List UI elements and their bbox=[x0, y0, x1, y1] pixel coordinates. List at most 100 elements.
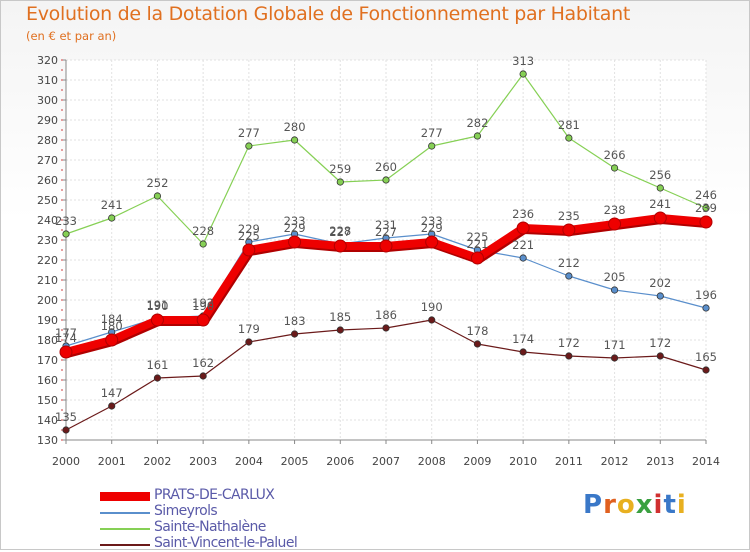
data-label-simeyrols: 228 bbox=[329, 224, 351, 238]
data-point-simeyrols bbox=[656, 292, 664, 300]
data-point-prats-de-carlux bbox=[470, 251, 484, 265]
data-label-saint-vincent-le-paluel: 186 bbox=[375, 308, 397, 322]
y-tick-label: 300 bbox=[37, 94, 58, 107]
legend-label: Simeyrols bbox=[154, 503, 218, 519]
data-label-sainte-nathalene: 256 bbox=[649, 168, 671, 182]
data-point-saint-vincent-le-paluel bbox=[565, 352, 573, 360]
data-label-sainte-nathalene: 313 bbox=[512, 54, 534, 68]
data-label-prats-de-carlux: 174 bbox=[55, 331, 77, 345]
data-point-sainte-nathalene bbox=[108, 214, 116, 222]
data-point-sainte-nathalene bbox=[519, 70, 527, 78]
data-label-saint-vincent-le-paluel: 161 bbox=[146, 358, 168, 372]
x-tick-label: 2004 bbox=[235, 455, 263, 468]
y-tick-label: 320 bbox=[37, 54, 58, 67]
data-point-saint-vincent-le-paluel bbox=[656, 352, 664, 360]
x-tick-label: 2013 bbox=[646, 455, 674, 468]
data-point-prats-de-carlux bbox=[150, 313, 164, 327]
y-tick-label: 200 bbox=[37, 294, 58, 307]
data-label-simeyrols: 225 bbox=[466, 230, 488, 244]
data-label-sainte-nathalene: 241 bbox=[101, 198, 123, 212]
x-tick-label: 2006 bbox=[326, 455, 354, 468]
data-point-saint-vincent-le-paluel bbox=[519, 348, 527, 356]
data-point-saint-vincent-le-paluel bbox=[382, 324, 390, 332]
data-label-sainte-nathalene: 246 bbox=[695, 188, 717, 202]
data-label-simeyrols: 202 bbox=[649, 276, 671, 290]
x-tick-label: 2005 bbox=[281, 455, 309, 468]
data-label-sainte-nathalene: 277 bbox=[421, 126, 443, 140]
x-tick-label: 2003 bbox=[189, 455, 217, 468]
y-tick-label: 140 bbox=[37, 414, 58, 427]
data-label-saint-vincent-le-paluel: 147 bbox=[101, 386, 123, 400]
y-tick-label: 260 bbox=[37, 174, 58, 187]
y-tick-label: 130 bbox=[37, 434, 58, 447]
y-tick-label: 170 bbox=[37, 354, 58, 367]
data-point-sainte-nathalene bbox=[290, 136, 299, 144]
data-label-prats-de-carlux: 180 bbox=[101, 319, 123, 333]
logo-letter: o bbox=[616, 490, 636, 520]
data-label-prats-de-carlux: 227 bbox=[329, 225, 351, 239]
data-label-sainte-nathalene: 277 bbox=[238, 126, 260, 140]
data-label-simeyrols: 196 bbox=[695, 288, 717, 302]
x-tick-label: 2009 bbox=[463, 455, 491, 468]
y-tick-label: 220 bbox=[37, 254, 58, 267]
y-tick-label: 160 bbox=[37, 374, 58, 387]
data-point-saint-vincent-le-paluel bbox=[336, 326, 344, 334]
x-tick-label: 2001 bbox=[98, 455, 126, 468]
data-point-simeyrols bbox=[610, 286, 619, 294]
data-label-saint-vincent-le-paluel: 135 bbox=[55, 410, 77, 424]
data-point-saint-vincent-le-paluel bbox=[290, 330, 299, 338]
data-point-sainte-nathalene bbox=[382, 176, 390, 184]
data-label-prats-de-carlux: 236 bbox=[512, 207, 534, 221]
data-point-sainte-nathalene bbox=[62, 230, 70, 238]
data-point-simeyrols bbox=[565, 272, 573, 280]
series-layer bbox=[59, 70, 713, 434]
data-point-sainte-nathalene bbox=[153, 192, 162, 200]
data-point-saint-vincent-le-paluel bbox=[473, 340, 482, 348]
data-point-prats-de-carlux bbox=[379, 239, 393, 253]
data-point-simeyrols bbox=[702, 304, 710, 312]
data-label-prats-de-carlux: 190 bbox=[192, 299, 214, 313]
data-point-prats-de-carlux bbox=[105, 333, 119, 347]
legend-swatch bbox=[100, 492, 150, 501]
y-tick-label: 190 bbox=[37, 314, 58, 327]
data-point-prats-de-carlux bbox=[562, 223, 576, 237]
data-label-saint-vincent-le-paluel: 174 bbox=[512, 332, 534, 346]
y-tick-label: 270 bbox=[37, 154, 58, 167]
data-label-prats-de-carlux: 241 bbox=[649, 197, 671, 211]
data-label-saint-vincent-le-paluel: 172 bbox=[649, 336, 671, 350]
data-label-prats-de-carlux: 225 bbox=[238, 229, 260, 243]
legend-label: Sainte-Nathalène bbox=[154, 519, 266, 535]
x-tick-label: 2011 bbox=[555, 455, 583, 468]
data-label-prats-de-carlux: 227 bbox=[375, 225, 397, 239]
legend-label: PRATS-DE-CARLUX bbox=[154, 487, 275, 503]
data-point-prats-de-carlux bbox=[59, 345, 73, 359]
data-point-saint-vincent-le-paluel bbox=[245, 338, 253, 346]
x-tick-label: 2007 bbox=[372, 455, 400, 468]
data-label-simeyrols: 192 bbox=[192, 296, 214, 310]
y-tick-label: 280 bbox=[37, 134, 58, 147]
data-point-saint-vincent-le-paluel bbox=[62, 426, 70, 434]
data-point-saint-vincent-le-paluel bbox=[702, 366, 710, 374]
data-label-saint-vincent-le-paluel: 179 bbox=[238, 322, 260, 336]
data-label-sainte-nathalene: 260 bbox=[375, 160, 397, 174]
legend-swatch bbox=[100, 512, 150, 514]
x-tick-label: 2010 bbox=[509, 455, 537, 468]
legend-swatch bbox=[100, 528, 150, 530]
data-label-saint-vincent-le-paluel: 172 bbox=[558, 336, 580, 350]
y-tick-label: 150 bbox=[37, 394, 58, 407]
data-point-saint-vincent-le-paluel bbox=[199, 372, 207, 380]
data-label-simeyrols: 191 bbox=[146, 298, 168, 312]
data-point-prats-de-carlux bbox=[699, 215, 713, 229]
data-label-saint-vincent-le-paluel: 165 bbox=[695, 350, 717, 364]
data-label-prats-de-carlux: 235 bbox=[558, 209, 580, 223]
y-tick-label: 230 bbox=[37, 234, 58, 247]
data-label-sainte-nathalene: 228 bbox=[192, 224, 214, 238]
data-point-prats-de-carlux bbox=[333, 239, 347, 253]
y-tick-label: 210 bbox=[37, 274, 58, 287]
data-point-sainte-nathalene bbox=[702, 204, 710, 212]
data-point-saint-vincent-le-paluel bbox=[428, 316, 436, 324]
chart-subtitle: (en € et par an) bbox=[26, 29, 117, 43]
y-tick-label: 240 bbox=[37, 214, 58, 227]
axes: 130 140 150 160 170 180 190 200 210 220 230 240 250 2… bbox=[37, 54, 720, 468]
logo-letter: t bbox=[663, 490, 677, 520]
